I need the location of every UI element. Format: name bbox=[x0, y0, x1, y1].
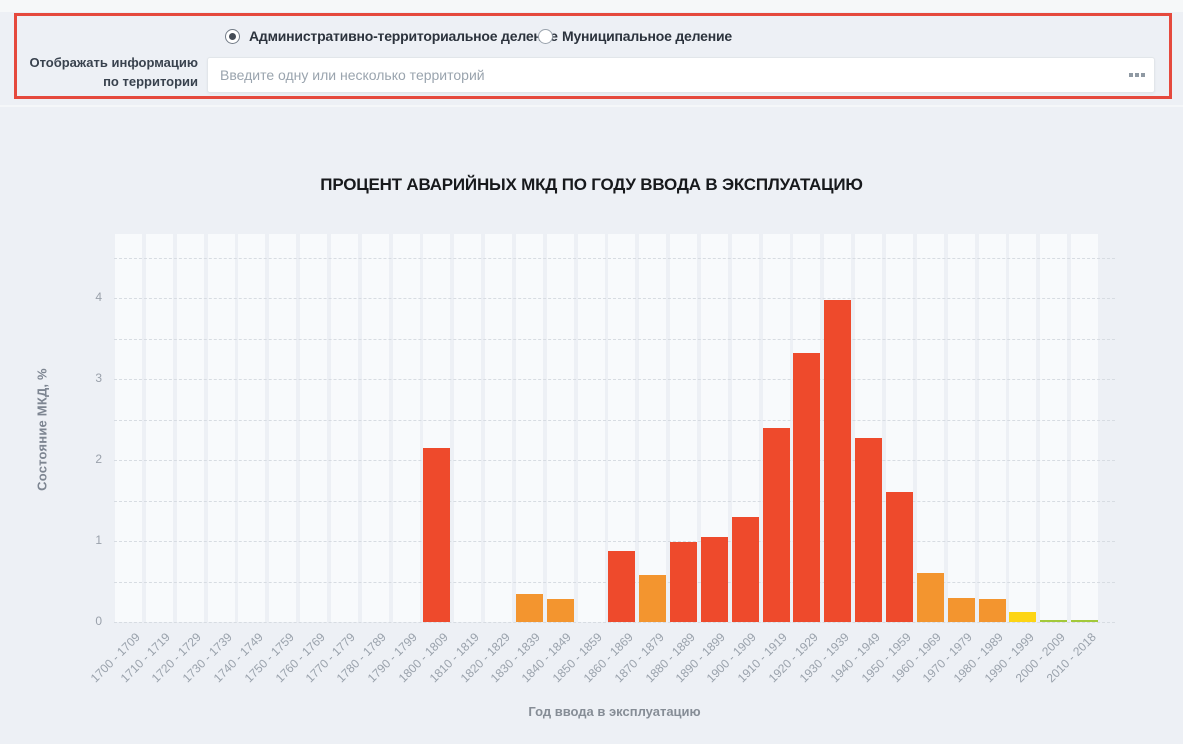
bar-1950-1959[interactable] bbox=[886, 492, 913, 622]
radio-unselected-icon[interactable] bbox=[538, 28, 553, 44]
bar-1930-1939[interactable] bbox=[824, 300, 852, 622]
bar-1970-1979[interactable] bbox=[947, 597, 975, 622]
gridline bbox=[114, 379, 1115, 380]
plot-band bbox=[1009, 234, 1037, 622]
plot-band bbox=[392, 234, 420, 622]
radio-municipal-division[interactable]: Муниципальное деление bbox=[538, 28, 732, 44]
y-tick-label: 4 bbox=[95, 290, 102, 304]
gridline bbox=[114, 460, 1115, 461]
bar-1960-1969[interactable] bbox=[916, 573, 944, 622]
y-tick-label: 3 bbox=[95, 371, 102, 385]
bar-1900-1909[interactable] bbox=[731, 516, 759, 622]
y-axis-title: Состояние МКД, % bbox=[34, 368, 50, 491]
bar-1980-1989[interactable] bbox=[978, 598, 1006, 622]
gridline bbox=[114, 541, 1115, 542]
territory-filter-label: Отображать информацию по территории bbox=[29, 55, 198, 89]
gridline bbox=[114, 257, 1115, 259]
bar-2000-2009[interactable] bbox=[1040, 619, 1068, 622]
plot-band bbox=[916, 234, 944, 622]
gridline bbox=[114, 622, 1115, 623]
territory-search-input[interactable] bbox=[207, 57, 1155, 93]
plot-band bbox=[361, 234, 389, 622]
plot-band bbox=[577, 234, 605, 622]
gridline bbox=[114, 338, 1115, 340]
plot-band bbox=[269, 234, 297, 622]
radio-administrative-division[interactable]: Административно-территориальное деление bbox=[225, 28, 558, 44]
gridline bbox=[114, 500, 1115, 502]
plot-band bbox=[639, 234, 667, 622]
plot-band bbox=[238, 234, 266, 622]
plot-band bbox=[145, 234, 173, 622]
plot-area bbox=[114, 234, 1115, 623]
section-divider bbox=[0, 105, 1183, 107]
plot-band bbox=[485, 234, 513, 622]
gridline bbox=[114, 298, 1115, 299]
territory-filter-panel bbox=[14, 13, 1172, 99]
bar-1880-1889[interactable] bbox=[670, 541, 698, 622]
bar-1860-1869[interactable] bbox=[608, 550, 636, 622]
y-tick-label: 0 bbox=[95, 614, 102, 628]
plot-band bbox=[1071, 234, 1099, 622]
plot-band bbox=[947, 234, 975, 622]
radio-municipal-division-label: Муниципальное деление bbox=[562, 28, 732, 44]
bar-1940-1949[interactable] bbox=[855, 438, 883, 622]
bar-1920-1929[interactable] bbox=[793, 353, 821, 622]
bar-1870-1879[interactable] bbox=[639, 575, 667, 622]
ellipsis-icon[interactable] bbox=[1122, 64, 1152, 86]
bar-1800-1809[interactable] bbox=[423, 447, 451, 622]
gridline bbox=[114, 419, 1115, 421]
plot-band bbox=[515, 234, 543, 622]
bar-1840-1849[interactable] bbox=[546, 598, 574, 622]
plot-band bbox=[330, 234, 358, 622]
top-strip bbox=[0, 0, 1183, 12]
y-tick-label: 2 bbox=[95, 452, 102, 466]
bar-1830-1839[interactable] bbox=[515, 593, 543, 622]
y-tick-label: 1 bbox=[95, 533, 102, 547]
bar-2010-2018[interactable] bbox=[1071, 619, 1099, 622]
chart-title: ПРОЦЕНТ АВАРИЙНЫХ МКД ПО ГОДУ ВВОДА В ЭК… bbox=[320, 175, 863, 194]
bar-1990-1999[interactable] bbox=[1009, 612, 1037, 622]
plot-band bbox=[1040, 234, 1068, 622]
plot-band bbox=[207, 234, 235, 622]
radio-administrative-division-label: Административно-территориальное деление bbox=[249, 28, 558, 44]
bar-1890-1899[interactable] bbox=[700, 536, 728, 622]
plot-band bbox=[300, 234, 328, 622]
plot-band bbox=[454, 234, 482, 622]
bar-1910-1919[interactable] bbox=[762, 427, 790, 622]
plot-band bbox=[546, 234, 574, 622]
x-axis-title: Год ввода в эксплуатацию bbox=[528, 704, 701, 719]
plot-band bbox=[115, 234, 142, 622]
plot-band bbox=[176, 234, 204, 622]
plot-band bbox=[978, 234, 1006, 622]
radio-selected-icon[interactable] bbox=[225, 28, 240, 44]
